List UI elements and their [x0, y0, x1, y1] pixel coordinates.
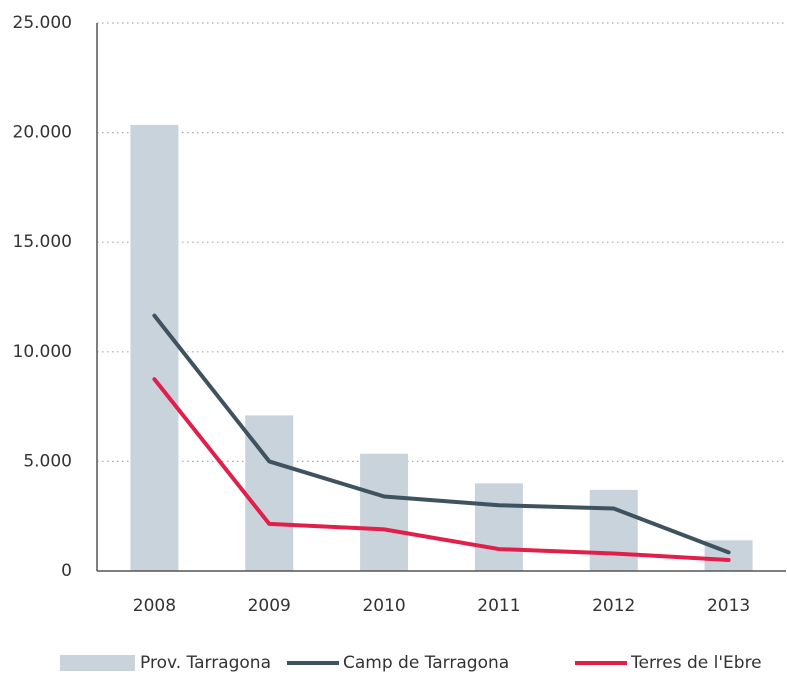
- y-tick-label: 20.000: [13, 123, 72, 143]
- x-tick-label: 2009: [248, 596, 291, 616]
- y-tick-label: 10.000: [13, 342, 72, 362]
- x-tick-label: 2011: [477, 596, 520, 616]
- y-tick-label: 15.000: [13, 232, 72, 252]
- legend-label: Terres de l'Ebre: [630, 653, 762, 673]
- x-tick-label: 2010: [362, 596, 405, 616]
- bar: [130, 124, 179, 571]
- legend-label: Camp de Tarragona: [343, 653, 509, 673]
- bar: [474, 483, 523, 571]
- legend-label: Prov. Tarragona: [140, 653, 271, 673]
- bar: [360, 453, 409, 571]
- x-tick-label: 2008: [133, 596, 176, 616]
- line: [152, 377, 731, 563]
- x-tick-label: 2012: [592, 596, 635, 616]
- y-tick-label: 5.000: [23, 451, 72, 471]
- x-tick-label: 2013: [707, 596, 750, 616]
- y-tick-label: 0: [61, 561, 72, 581]
- line: [152, 313, 731, 555]
- legend-swatch: [60, 655, 135, 671]
- bar: [589, 489, 638, 571]
- y-tick-label: 25.000: [13, 13, 72, 33]
